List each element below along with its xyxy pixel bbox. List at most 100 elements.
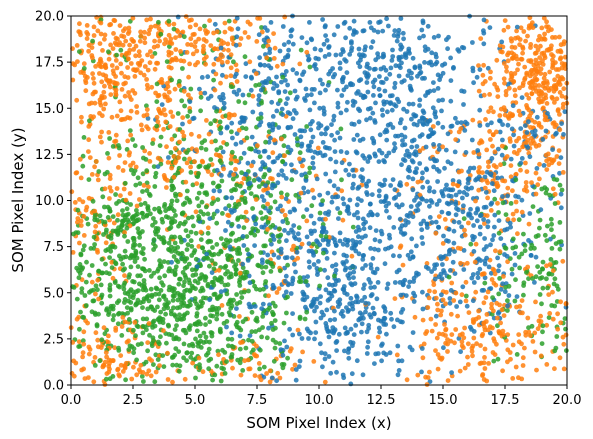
- data-point: [558, 155, 564, 161]
- data-point: [138, 273, 143, 279]
- data-point: [269, 99, 275, 105]
- data-point: [510, 245, 516, 251]
- data-point: [310, 187, 315, 193]
- data-point: [169, 57, 175, 62]
- data-point: [256, 32, 262, 38]
- data-point: [351, 275, 356, 280]
- data-point: [314, 238, 319, 244]
- data-point: [230, 135, 235, 141]
- data-point: [431, 164, 436, 170]
- data-point: [360, 153, 366, 159]
- data-point: [561, 39, 567, 45]
- data-point: [93, 159, 99, 164]
- data-point: [246, 251, 251, 257]
- data-point: [477, 123, 483, 128]
- data-point: [190, 182, 196, 188]
- data-point: [543, 190, 549, 196]
- data-point: [529, 79, 534, 85]
- data-point: [196, 355, 202, 361]
- data-point: [101, 89, 107, 95]
- data-point: [383, 322, 389, 327]
- data-point: [335, 186, 341, 192]
- data-point: [208, 157, 214, 162]
- data-point: [179, 256, 185, 262]
- data-point: [494, 57, 500, 63]
- data-point: [216, 153, 222, 158]
- data-point: [195, 60, 201, 65]
- data-point: [558, 48, 563, 54]
- data-point: [491, 188, 497, 194]
- data-point: [344, 305, 349, 310]
- data-point: [307, 170, 312, 176]
- data-point: [420, 116, 425, 122]
- data-point: [308, 127, 314, 133]
- data-point: [199, 75, 205, 80]
- data-point: [278, 250, 284, 255]
- data-point: [482, 327, 488, 333]
- data-point: [239, 170, 245, 176]
- data-point: [486, 264, 492, 270]
- data-point: [431, 88, 437, 93]
- data-point: [293, 110, 299, 116]
- data-point: [395, 34, 401, 39]
- data-point: [499, 152, 505, 158]
- data-point: [127, 42, 132, 48]
- data-point: [476, 88, 482, 94]
- data-point: [192, 159, 197, 165]
- data-point: [188, 238, 194, 244]
- data-point: [449, 280, 455, 286]
- data-point: [312, 46, 318, 52]
- data-point: [140, 210, 145, 216]
- data-point: [82, 293, 88, 298]
- data-point: [125, 291, 131, 297]
- data-point: [411, 121, 417, 127]
- data-point: [312, 336, 317, 342]
- data-point: [138, 33, 144, 39]
- data-point: [291, 243, 296, 249]
- data-point: [181, 34, 187, 40]
- data-point: [155, 164, 161, 170]
- data-point: [516, 61, 521, 67]
- data-point: [392, 80, 398, 86]
- data-point: [509, 271, 515, 277]
- data-point: [314, 304, 319, 310]
- data-point: [317, 105, 323, 111]
- data-point: [323, 87, 328, 93]
- data-point: [547, 311, 553, 316]
- data-point: [240, 190, 246, 196]
- data-point: [457, 332, 463, 338]
- data-point: [435, 120, 441, 126]
- data-point: [205, 169, 211, 174]
- data-point: [439, 292, 444, 298]
- data-point: [381, 199, 387, 205]
- data-point: [486, 109, 491, 114]
- data-point: [164, 185, 169, 190]
- data-point: [151, 247, 157, 252]
- data-point: [113, 81, 118, 87]
- data-point: [107, 376, 113, 382]
- data-point: [174, 317, 180, 323]
- data-point: [512, 298, 518, 304]
- data-point: [170, 216, 175, 222]
- data-point: [114, 113, 120, 119]
- data-point: [211, 188, 217, 194]
- data-point: [318, 47, 324, 53]
- data-point: [253, 197, 259, 202]
- data-point: [277, 226, 282, 232]
- data-point: [357, 64, 363, 70]
- data-point: [485, 224, 491, 230]
- data-point: [146, 184, 151, 190]
- data-point: [148, 24, 154, 30]
- data-point: [196, 36, 202, 42]
- data-point: [240, 265, 246, 271]
- x-tick-label: 0.0: [61, 393, 82, 408]
- data-point: [542, 71, 548, 77]
- data-point: [323, 234, 329, 240]
- data-point: [209, 270, 215, 275]
- data-point: [445, 378, 451, 383]
- data-point: [435, 366, 441, 372]
- data-point: [212, 275, 218, 281]
- data-point: [520, 50, 525, 56]
- data-point: [107, 208, 113, 214]
- data-point: [168, 65, 174, 71]
